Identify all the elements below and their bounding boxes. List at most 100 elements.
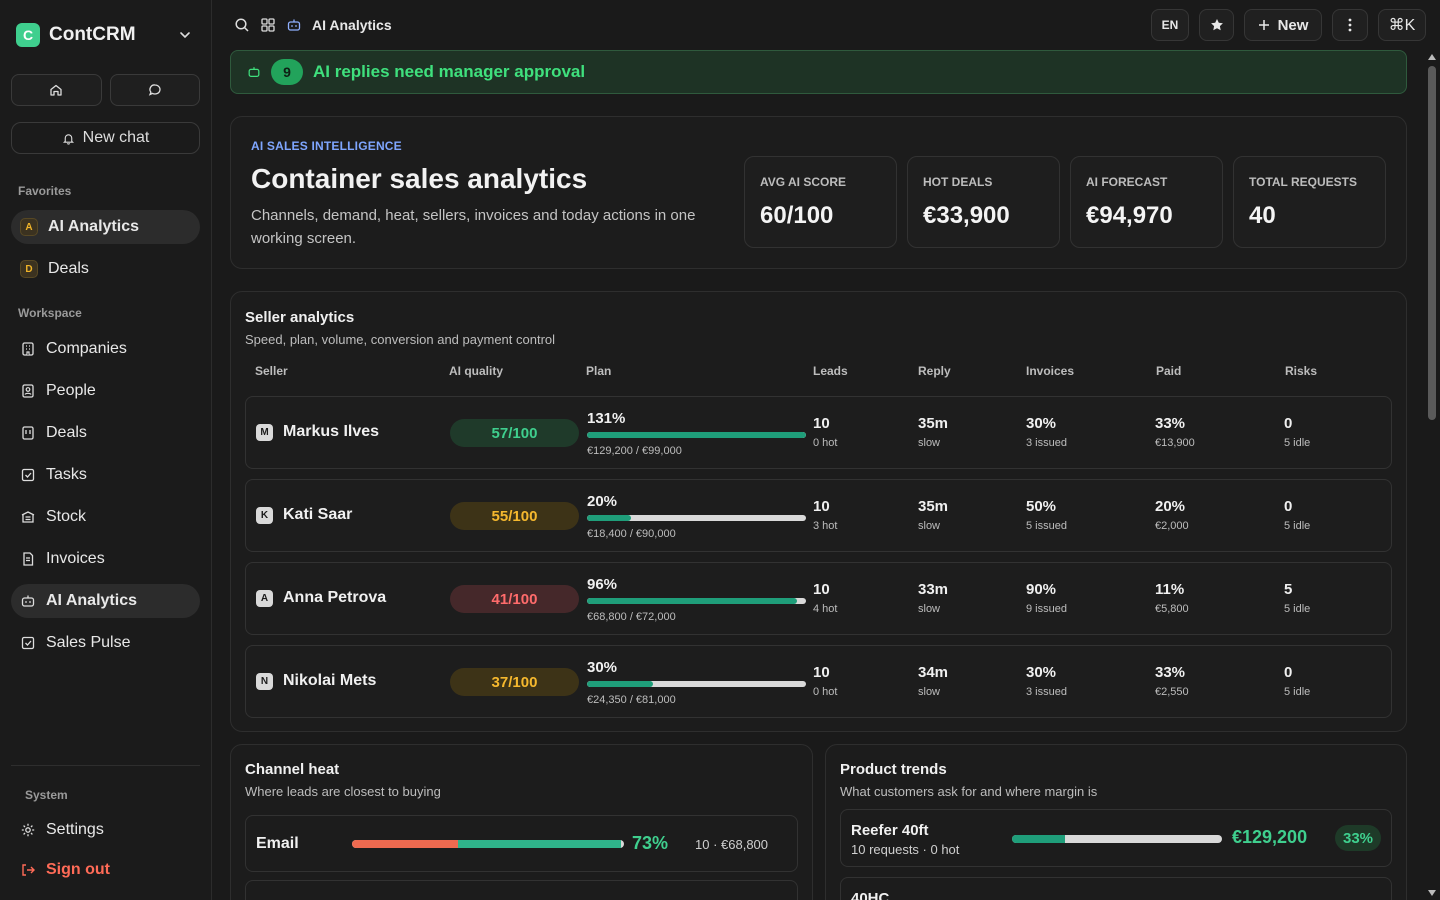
metric-sub: €2,550 xyxy=(1155,686,1189,698)
column-header[interactable]: Seller xyxy=(255,364,288,378)
chat-bubble-icon xyxy=(148,84,161,96)
product-name: Reefer 40ft xyxy=(851,822,929,839)
seller-name-cell[interactable]: N Nikolai Mets xyxy=(256,672,376,690)
column-header[interactable]: Risks xyxy=(1285,364,1318,378)
column-header[interactable]: Reply xyxy=(918,364,951,378)
seller-row[interactable]: N Nikolai Mets 37/100 30% €24,350 / €81,000 1… xyxy=(245,645,1392,718)
sidebar-item-stock[interactable]: Stock xyxy=(11,500,200,534)
sidebar-item-ai-analytics[interactable]: AI Analytics xyxy=(11,584,200,618)
section-subtitle: What customers ask for and where margin … xyxy=(840,784,1098,799)
sidebar-item-sales-pulse[interactable]: Sales Pulse xyxy=(11,626,200,660)
task-icon xyxy=(21,468,35,482)
metric-value: 10 xyxy=(813,664,830,681)
seller-name-cell[interactable]: K Kati Saar xyxy=(256,506,352,524)
grid-icon[interactable] xyxy=(260,17,276,33)
sign-out-link[interactable]: Sign out xyxy=(11,853,200,887)
seller-row[interactable]: K Kati Saar 55/100 20% €18,400 / €90,000 10 3 … xyxy=(245,479,1392,552)
metric-sub: 5 idle xyxy=(1284,437,1311,449)
sidebar-item-people[interactable]: People xyxy=(11,374,200,408)
metric-risks: 5 5 idle xyxy=(1284,581,1310,615)
favorite-button[interactable] xyxy=(1199,9,1234,41)
search-icon[interactable] xyxy=(234,17,250,33)
seller-row[interactable]: A Anna Petrova 41/100 96% €68,800 / €72,000 1… xyxy=(245,562,1392,635)
scroll-up-icon[interactable] xyxy=(1428,54,1436,60)
product-row[interactable]: Reefer 40ft 10 requests · 0 hot €129,200… xyxy=(840,809,1392,867)
metric-leads: 10 0 hot xyxy=(813,415,837,449)
metric-value: 90% xyxy=(1026,581,1057,598)
new-button[interactable]: New xyxy=(1244,9,1322,41)
favorite-item-deals[interactable]: D Deals xyxy=(11,252,200,286)
seller-name: Nikolai Mets xyxy=(283,672,377,689)
plan-percent: 96% xyxy=(587,576,618,593)
product-value: €129,200 xyxy=(1232,827,1308,847)
scroll-thumb[interactable] xyxy=(1428,66,1436,420)
more-menu-button[interactable] xyxy=(1332,9,1368,41)
stat-value: €33,900 xyxy=(923,202,1010,229)
home-button[interactable] xyxy=(11,74,102,106)
seller-name-cell[interactable]: M Markus Ilves xyxy=(256,423,379,441)
sidebar-item-deals[interactable]: Deals xyxy=(11,416,200,450)
metric-value: 33% xyxy=(1155,415,1186,432)
seller-avatar: N xyxy=(256,672,273,690)
language-button[interactable]: EN xyxy=(1151,9,1189,41)
plan-progress-fill xyxy=(587,681,653,687)
topbar: AI Analytics EN New ⌘K xyxy=(212,0,1440,50)
channel-row[interactable] xyxy=(245,880,798,900)
main-area: AI Analytics EN New ⌘K 9 xyxy=(212,0,1440,900)
chat-button[interactable] xyxy=(109,74,200,106)
bot-icon xyxy=(248,67,260,77)
approval-alert[interactable]: 9 AI replies need manager approval xyxy=(230,50,1407,94)
metric-sub: slow xyxy=(918,603,941,615)
seller-name-cell[interactable]: A Anna Petrova xyxy=(256,589,386,607)
channel-row[interactable]: Email 73% 10 · €68,800 xyxy=(245,815,798,872)
sidebar: C ContCRM New chat Favorites A AI Analyt… xyxy=(0,0,212,900)
metric-reply: 33m slow xyxy=(918,581,948,615)
metric-leads: 10 0 hot xyxy=(813,664,837,698)
column-header[interactable]: Invoices xyxy=(1026,364,1075,378)
bot-icon xyxy=(287,19,301,31)
column-header[interactable]: Paid xyxy=(1156,364,1182,378)
metric-sub: €2,000 xyxy=(1155,520,1189,532)
sidebar-item-tasks[interactable]: Tasks xyxy=(11,458,200,492)
sidebar-item-companies[interactable]: Companies xyxy=(11,332,200,366)
metric-paid: 33% €2,550 xyxy=(1155,664,1189,698)
column-header[interactable]: AI quality xyxy=(449,364,504,378)
app-logo: C xyxy=(16,23,40,47)
stat-ai-forecast: AI FORECAST €94,970 xyxy=(1070,156,1223,248)
pulse-icon xyxy=(21,636,35,650)
product-row[interactable]: 40HC xyxy=(840,877,1392,900)
metric-sub: slow xyxy=(918,437,941,449)
new-chat-button[interactable]: New chat xyxy=(11,122,200,154)
sidebar-item-invoices[interactable]: Invoices xyxy=(11,542,200,576)
metric-risks: 0 5 idle xyxy=(1284,498,1310,532)
new-button-label: New xyxy=(1277,16,1309,34)
metric-sub: 4 hot xyxy=(813,603,838,615)
seller-row[interactable]: M Markus Ilves 57/100 131% €129,200 / €99,00… xyxy=(245,396,1392,469)
plan-detail: €18,400 / €90,000 xyxy=(587,528,676,540)
metric-value: 33% xyxy=(1155,664,1186,681)
column-header[interactable]: Plan xyxy=(586,364,612,378)
hero-description: Channels, demand, heat, sellers, invoice… xyxy=(251,207,696,247)
metric-paid: 33% €13,900 xyxy=(1155,415,1195,449)
metric-value: 5 xyxy=(1284,581,1293,598)
command-palette-button[interactable]: ⌘K xyxy=(1378,9,1426,41)
seller-name: Kati Saar xyxy=(283,506,353,523)
metric-reply: 35m slow xyxy=(918,415,948,449)
bot-icon xyxy=(21,595,35,607)
metric-sub: 9 issued xyxy=(1026,603,1067,615)
metric-sub: 0 hot xyxy=(813,437,838,449)
metric-value: 30% xyxy=(1026,415,1057,432)
settings-link[interactable]: Settings xyxy=(11,813,200,847)
column-header[interactable]: Leads xyxy=(813,364,848,378)
scroll-down-icon[interactable] xyxy=(1428,890,1436,896)
plan-detail: €129,200 / €99,000 xyxy=(587,445,682,457)
scrollbar[interactable] xyxy=(1424,50,1440,900)
metric-value: 34m xyxy=(918,664,949,681)
sign-out-label: Sign out xyxy=(46,861,110,878)
workspace-switcher[interactable]: C ContCRM xyxy=(11,0,200,70)
metric-leads: 10 4 hot xyxy=(813,581,837,615)
metric-value: 0 xyxy=(1284,415,1293,432)
hero-card: AI SALES INTELLIGENCE Container sales an… xyxy=(230,116,1407,269)
seller-name: Anna Petrova xyxy=(283,589,387,606)
favorite-item-ai-analytics[interactable]: A AI Analytics xyxy=(11,210,200,244)
